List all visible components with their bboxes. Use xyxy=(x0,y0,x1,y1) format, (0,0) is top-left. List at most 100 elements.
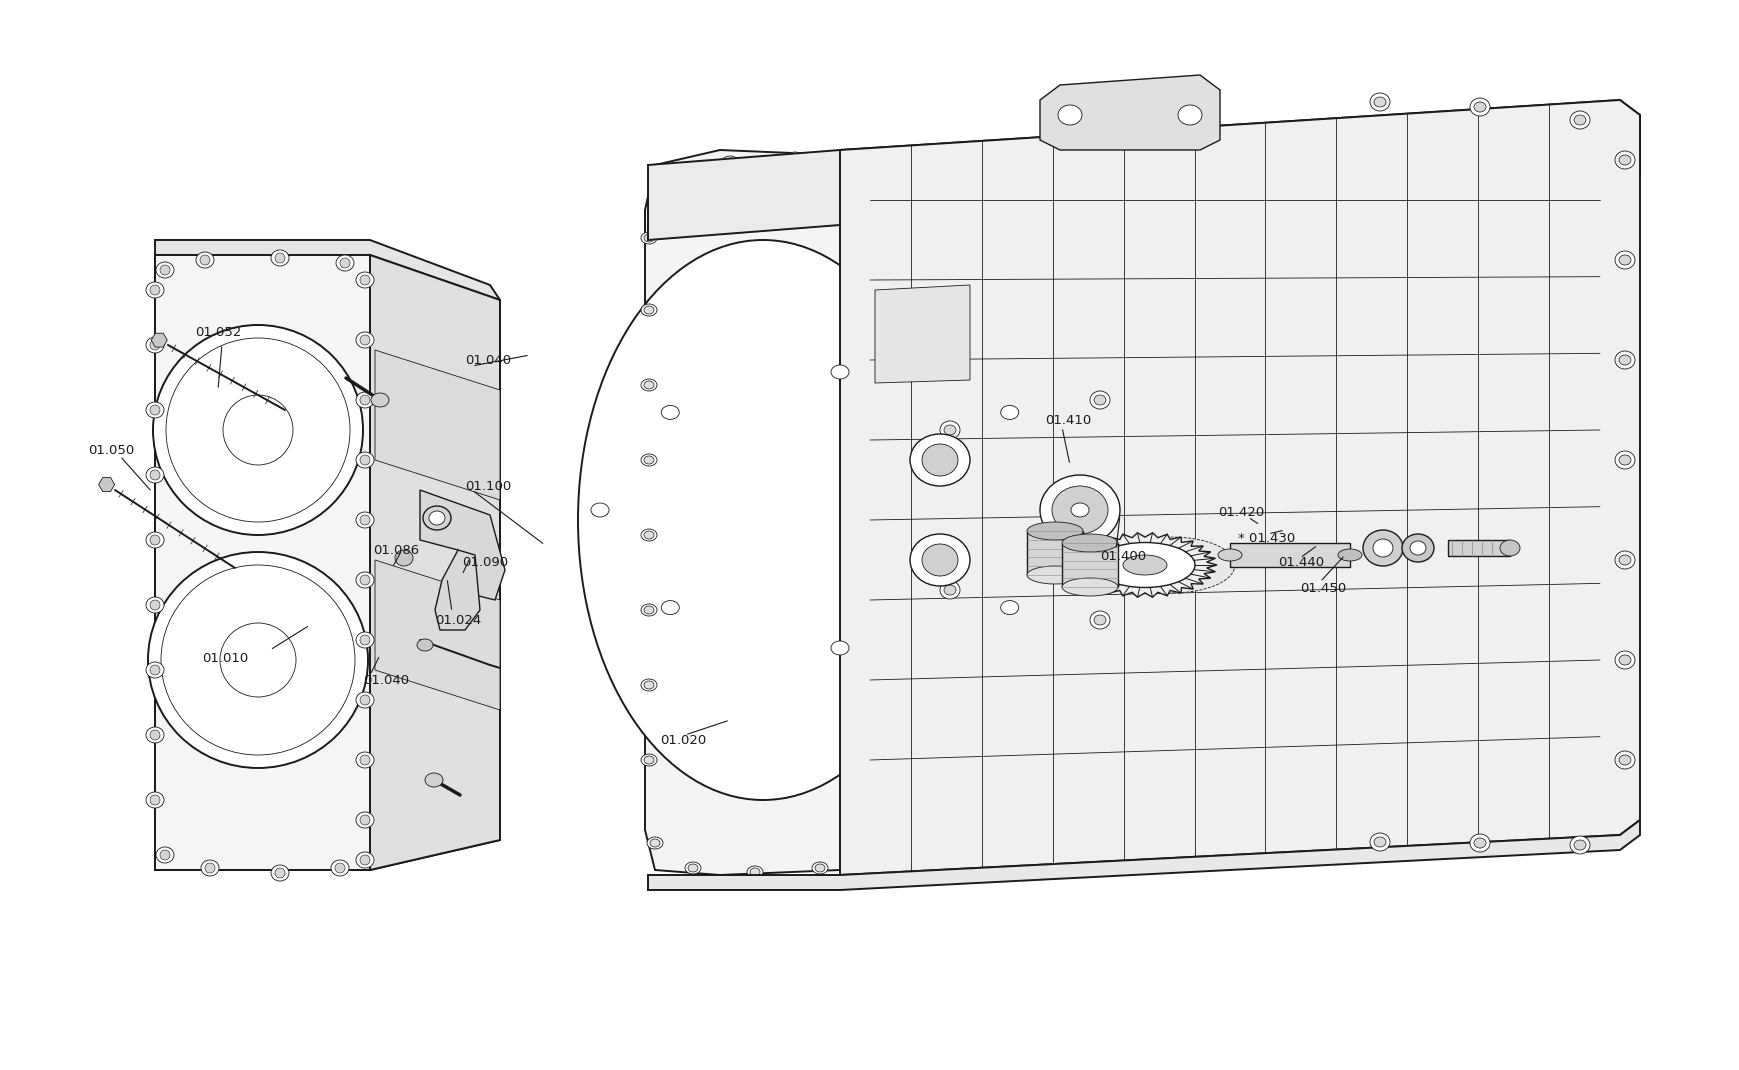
Ellipse shape xyxy=(1617,355,1629,365)
Ellipse shape xyxy=(150,470,160,480)
Ellipse shape xyxy=(423,506,450,530)
Polygon shape xyxy=(1447,540,1509,556)
Ellipse shape xyxy=(360,696,370,705)
Ellipse shape xyxy=(146,662,163,678)
Ellipse shape xyxy=(360,515,370,525)
Ellipse shape xyxy=(1094,395,1106,406)
Ellipse shape xyxy=(661,406,678,419)
Ellipse shape xyxy=(150,600,160,610)
Polygon shape xyxy=(1026,531,1082,575)
Ellipse shape xyxy=(1374,97,1386,107)
Ellipse shape xyxy=(1372,539,1393,557)
Ellipse shape xyxy=(1217,549,1242,561)
Ellipse shape xyxy=(640,529,657,541)
Ellipse shape xyxy=(836,162,852,174)
Text: 01.024: 01.024 xyxy=(435,613,482,627)
Polygon shape xyxy=(155,255,499,870)
Polygon shape xyxy=(875,285,969,383)
Ellipse shape xyxy=(356,752,374,768)
Ellipse shape xyxy=(1337,549,1362,561)
Ellipse shape xyxy=(356,332,374,348)
Ellipse shape xyxy=(146,792,163,808)
Ellipse shape xyxy=(1614,351,1635,369)
Polygon shape xyxy=(647,820,1640,890)
Ellipse shape xyxy=(640,232,657,244)
Ellipse shape xyxy=(1469,834,1489,852)
Ellipse shape xyxy=(1071,503,1089,517)
Ellipse shape xyxy=(659,184,675,196)
Ellipse shape xyxy=(591,503,609,517)
Ellipse shape xyxy=(150,340,160,350)
Ellipse shape xyxy=(790,154,800,162)
Polygon shape xyxy=(155,255,370,870)
Ellipse shape xyxy=(219,623,296,697)
Ellipse shape xyxy=(205,863,216,873)
Ellipse shape xyxy=(360,455,370,465)
Ellipse shape xyxy=(859,635,875,646)
Ellipse shape xyxy=(722,156,737,168)
Ellipse shape xyxy=(859,409,875,421)
Ellipse shape xyxy=(944,585,955,595)
Ellipse shape xyxy=(863,486,873,494)
Ellipse shape xyxy=(643,756,654,764)
Ellipse shape xyxy=(356,572,374,589)
Ellipse shape xyxy=(1617,555,1629,565)
Ellipse shape xyxy=(1409,541,1426,555)
Ellipse shape xyxy=(643,234,654,242)
Ellipse shape xyxy=(1614,751,1635,769)
Ellipse shape xyxy=(150,535,160,545)
Ellipse shape xyxy=(922,444,958,476)
Ellipse shape xyxy=(1061,578,1118,596)
Ellipse shape xyxy=(687,863,697,872)
Ellipse shape xyxy=(1094,615,1106,625)
Ellipse shape xyxy=(1617,655,1629,664)
Ellipse shape xyxy=(831,365,849,379)
Ellipse shape xyxy=(746,866,763,878)
Ellipse shape xyxy=(577,240,948,800)
Text: 01.400: 01.400 xyxy=(1099,550,1146,563)
Ellipse shape xyxy=(852,846,863,854)
Text: 01.052: 01.052 xyxy=(195,325,242,338)
Ellipse shape xyxy=(356,852,374,868)
Polygon shape xyxy=(645,150,875,875)
Ellipse shape xyxy=(859,484,875,496)
Ellipse shape xyxy=(661,600,678,614)
Ellipse shape xyxy=(153,325,363,535)
Ellipse shape xyxy=(271,865,289,881)
Ellipse shape xyxy=(146,282,163,299)
Ellipse shape xyxy=(395,550,412,566)
Ellipse shape xyxy=(939,581,960,599)
Polygon shape xyxy=(1040,75,1219,150)
Ellipse shape xyxy=(1040,475,1120,545)
Ellipse shape xyxy=(356,392,374,408)
Polygon shape xyxy=(647,100,1640,240)
Ellipse shape xyxy=(647,837,663,849)
Ellipse shape xyxy=(650,839,659,847)
Ellipse shape xyxy=(859,334,875,346)
Ellipse shape xyxy=(859,784,875,796)
Text: * 01.430: * 01.430 xyxy=(1236,532,1294,545)
Ellipse shape xyxy=(640,603,657,616)
Ellipse shape xyxy=(640,679,657,691)
Ellipse shape xyxy=(146,467,163,483)
Ellipse shape xyxy=(1402,534,1433,562)
Ellipse shape xyxy=(840,164,850,172)
Ellipse shape xyxy=(786,152,802,164)
Ellipse shape xyxy=(1617,255,1629,265)
Ellipse shape xyxy=(148,552,367,768)
Ellipse shape xyxy=(643,531,654,539)
Ellipse shape xyxy=(850,844,866,856)
Ellipse shape xyxy=(1569,836,1589,854)
Ellipse shape xyxy=(1617,155,1629,165)
Polygon shape xyxy=(1073,533,1216,597)
Ellipse shape xyxy=(1000,406,1017,419)
Ellipse shape xyxy=(370,393,390,407)
Polygon shape xyxy=(1061,542,1118,587)
Ellipse shape xyxy=(1026,566,1082,584)
Ellipse shape xyxy=(146,727,163,743)
Ellipse shape xyxy=(863,336,873,343)
Ellipse shape xyxy=(863,786,873,794)
Ellipse shape xyxy=(360,635,370,645)
Polygon shape xyxy=(151,333,167,347)
Ellipse shape xyxy=(1369,834,1389,851)
